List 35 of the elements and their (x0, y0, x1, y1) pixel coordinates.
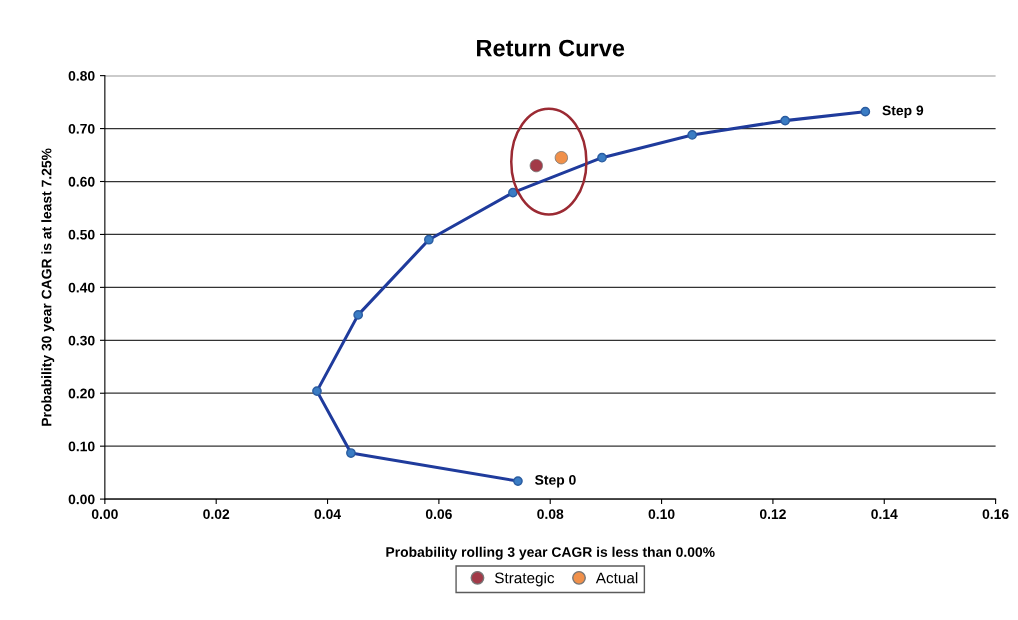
chart-title: Return Curve (477, 39, 625, 57)
x-tick-label: 0.08 (537, 509, 564, 520)
x-tick-label: 0.00 (91, 509, 118, 520)
x-tick-label: 0.16 (982, 509, 1009, 520)
y-tick-label: 0.10 (68, 441, 95, 452)
annotation: Step 9 (882, 105, 924, 119)
point (424, 234, 434, 245)
point (508, 187, 518, 198)
legend-label: Actual (595, 572, 638, 584)
point (860, 106, 871, 117)
point (312, 386, 322, 396)
point (687, 130, 698, 140)
y-tick-label: 0.60 (68, 176, 95, 187)
y-tick-label: 0.50 (68, 229, 95, 240)
point (597, 152, 607, 163)
x-tick-label: 0.14 (871, 509, 898, 520)
y-tick-label: 0.30 (68, 335, 95, 346)
x-tick-label: 0.10 (648, 509, 675, 520)
annotation: Step 0 (535, 475, 576, 488)
y-tick-label: 0.40 (68, 282, 95, 293)
point (780, 115, 791, 126)
x-tick-label: 0.12 (759, 509, 786, 520)
x-tick-label: 0.06 (425, 509, 452, 520)
point (346, 448, 356, 458)
point (513, 476, 523, 486)
x-tick-label: 0.04 (314, 509, 341, 520)
x-axis-title: Probability rolling 3 year CAGR is less than 0.00% (386, 546, 715, 560)
y-tick-label: 0.20 (68, 388, 95, 399)
y-tick-label: 0.70 (68, 123, 95, 134)
x-tick-label: 0.02 (203, 509, 230, 520)
point (353, 310, 364, 320)
y-tick-label: 0.80 (68, 70, 95, 81)
y-tick-label: 0.00 (68, 494, 95, 505)
legend-label: Strategic (494, 572, 555, 587)
y-axis-title: Probability 30 year CAGR is at least 7.25% (41, 148, 55, 426)
